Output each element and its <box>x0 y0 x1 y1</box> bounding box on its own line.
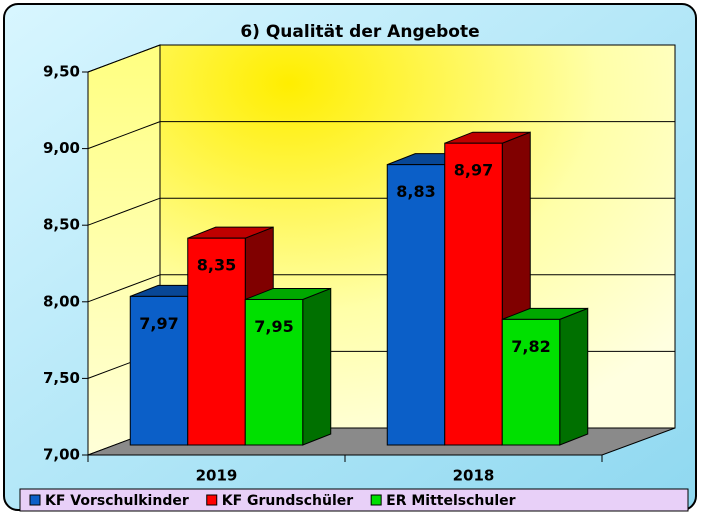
legend-label: ER Mittelschuler <box>386 493 515 509</box>
bar <box>501 318 561 446</box>
x-tick-label: 2018 <box>453 467 495 485</box>
bar <box>386 164 446 446</box>
data-label: 7,95 <box>254 317 293 336</box>
x-tick-label: 2019 <box>196 467 238 485</box>
data-label: 8,97 <box>454 161 493 180</box>
y-tick-label: 9,00 <box>43 139 80 157</box>
grid-line <box>87 44 161 73</box>
data-label: 7,97 <box>139 314 178 333</box>
y-tick-label: 8,00 <box>43 292 80 310</box>
grid-line <box>87 197 161 226</box>
legend <box>19 488 689 512</box>
grid-line <box>87 274 161 303</box>
legend-swatch <box>370 494 382 506</box>
legend-label: KF Vorschulkinder <box>45 493 189 509</box>
chart-title: 6) Qualität der Angebote <box>240 22 479 42</box>
bar-side <box>559 307 589 446</box>
data-label: 8,83 <box>396 182 435 201</box>
bar <box>244 298 304 446</box>
y-tick-label: 7,50 <box>43 369 80 387</box>
y-tick-label: 8,50 <box>43 216 80 234</box>
grid-line <box>87 121 161 150</box>
data-label: 7,82 <box>511 337 550 356</box>
y-tick-label: 7,00 <box>43 446 80 464</box>
bar <box>187 237 246 446</box>
legend-label: KF Grundschüler <box>222 493 353 509</box>
bar-side <box>302 287 332 446</box>
legend-swatch <box>206 494 218 506</box>
legend-swatch <box>29 494 41 506</box>
data-label: 8,35 <box>197 256 236 275</box>
bar <box>444 142 503 446</box>
bar <box>129 295 189 446</box>
y-tick-label: 9,50 <box>43 63 80 81</box>
